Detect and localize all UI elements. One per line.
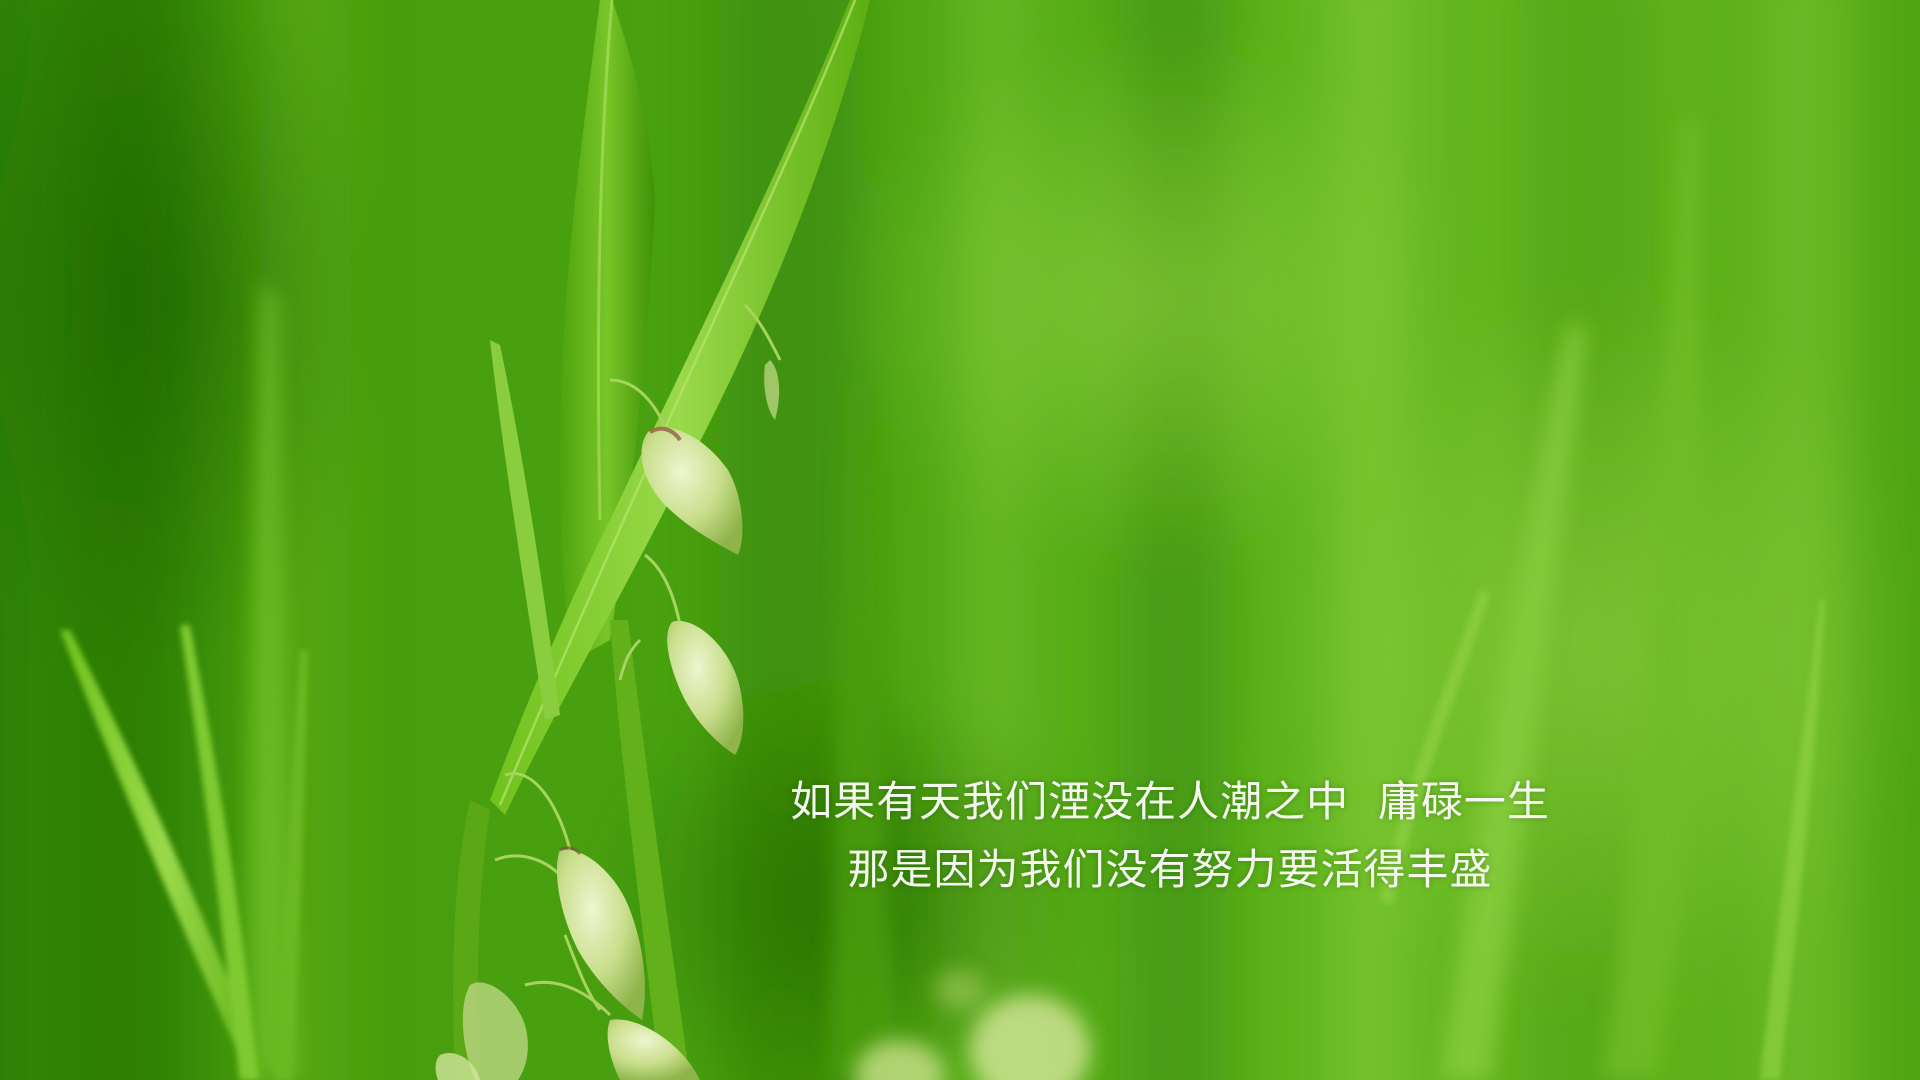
- seed-pods: [435, 360, 780, 1080]
- seed-stems: [494, 303, 782, 1017]
- main-grass-blades: [453, 0, 870, 1080]
- subtitle-line-2: 那是因为我们没有努力要活得丰盛: [847, 845, 1493, 894]
- subtitle-caption: 如果有天我们湮没在人潮之中 庸碌一生 那是因为我们没有努力要活得丰盛: [640, 768, 1700, 904]
- left-grass-blades: [60, 590, 1825, 1080]
- subtitle-line-1: 如果有天我们湮没在人潮之中 庸碌一生: [790, 777, 1550, 826]
- foreground-bokeh-pods: [855, 970, 1090, 1080]
